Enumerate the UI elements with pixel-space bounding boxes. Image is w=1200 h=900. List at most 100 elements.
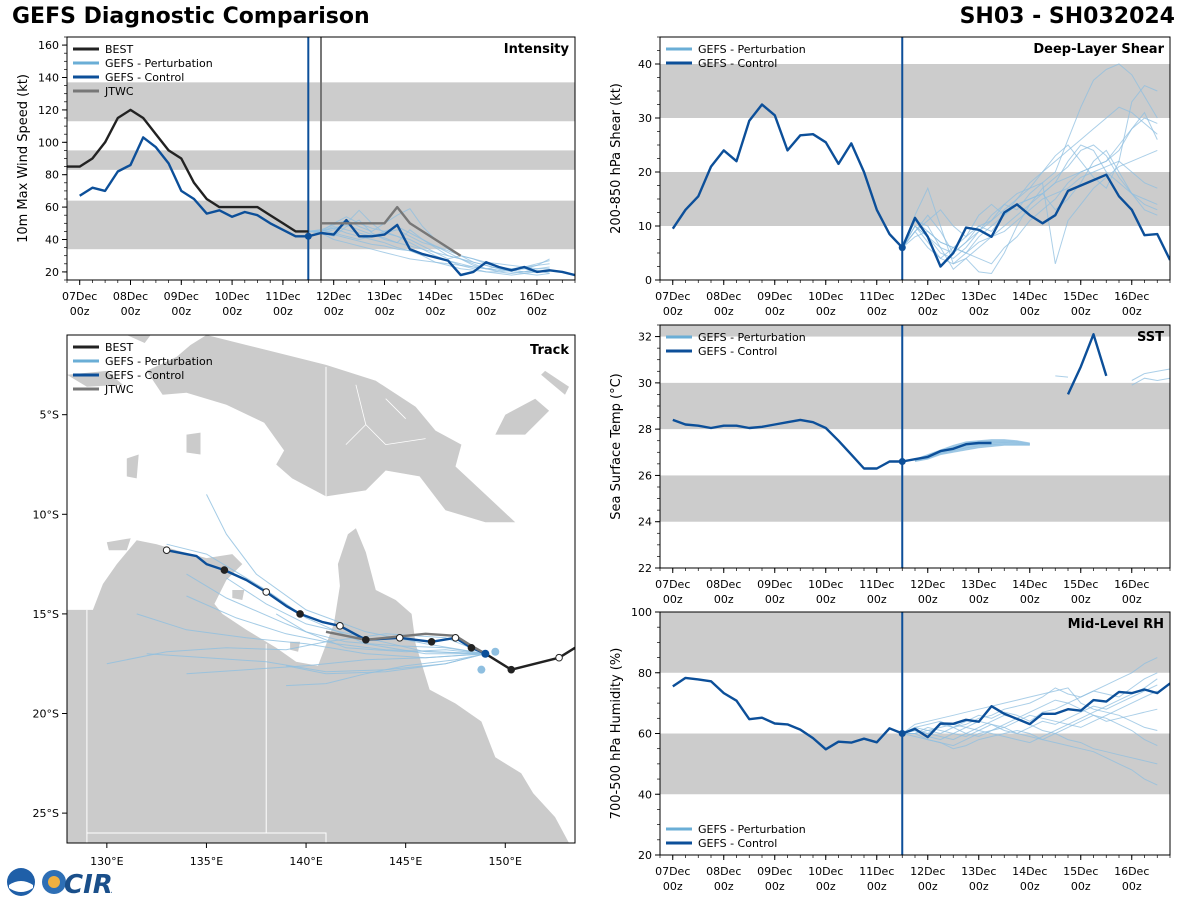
melville-land <box>106 538 131 551</box>
x-tick-label: 08Dec <box>113 290 148 303</box>
y-tick-label: 100 <box>38 136 59 149</box>
shaded-band <box>660 382 1170 430</box>
plot-area <box>67 37 575 280</box>
new-ireland-land <box>541 370 569 395</box>
x-tick-label: 130°E <box>90 855 123 868</box>
perturbation-track <box>286 653 486 675</box>
best-track <box>484 646 575 671</box>
x-tick-label: 08Dec <box>706 578 741 591</box>
x-tick-label: 14Dec <box>1012 578 1047 591</box>
y-tick-label: 10°S <box>33 508 59 521</box>
y-tick-label: 22 <box>638 562 652 575</box>
perturbation-line <box>914 443 1030 462</box>
x-tick-label: 00z <box>1122 305 1142 318</box>
y-tick-label: 10 <box>638 220 652 233</box>
x-tick-label: 10Dec <box>808 290 843 303</box>
x-tick-label: 00z <box>1020 593 1040 606</box>
province-line <box>355 384 426 446</box>
y-tick-label: 5°S <box>40 409 59 422</box>
x-tick-label: 00z <box>663 880 683 893</box>
jtwc-series-line <box>321 205 462 257</box>
y-tick-label: 32 <box>638 331 652 344</box>
shear-chart: 0 10 20 30 40 07Dec 00z 08Dec 00z 09Dec 00z 10Dec 00… <box>609 36 1171 318</box>
aru-land <box>186 432 201 455</box>
init-marker <box>898 244 906 252</box>
x-tick-label: 00z <box>527 305 547 318</box>
chart-title: Intensity <box>504 42 570 57</box>
x-tick-label: 00z <box>663 593 683 606</box>
perturbation-line <box>902 729 1158 786</box>
x-tick-label: 00z <box>375 305 395 318</box>
perturbation-line <box>901 106 1158 248</box>
x-tick-label: 16Dec <box>1114 865 1149 878</box>
y-axis-label: 10m Max Wind Speed (kt) <box>16 74 31 243</box>
x-tick-label: 00z <box>918 593 938 606</box>
perturbation-endpoint <box>477 665 486 674</box>
y-axis-label: 200-850 hPa Shear (kt) <box>609 83 624 234</box>
perturbation-line <box>902 678 1158 744</box>
gefs-control-series-line <box>1066 333 1108 395</box>
x-tick-label: 135°E <box>190 855 223 868</box>
perturbation-line <box>901 160 1158 265</box>
legend-entry: GEFS - Control <box>105 369 184 382</box>
x-tick-label: 00z <box>714 880 734 893</box>
tanimbar-land <box>126 454 139 479</box>
x-tick-label: 10Dec <box>808 865 843 878</box>
x-tick-label: 00z <box>1071 593 1091 606</box>
x-tick-label: 00z <box>816 880 836 893</box>
y-tick-label: 40 <box>45 234 59 247</box>
cira-logo: CIRA <box>7 868 112 898</box>
x-tick-label: 00z <box>918 305 938 318</box>
init-position-marker <box>481 649 490 658</box>
track-marker <box>296 610 304 618</box>
legend-entry: GEFS - Perturbation <box>698 331 806 344</box>
map-area <box>67 335 575 843</box>
x-tick-label: 00z <box>918 880 938 893</box>
perturbation-line <box>901 149 1158 264</box>
x-tick-label: 16Dec <box>1114 290 1149 303</box>
x-tick-label: 00z <box>273 305 293 318</box>
x-tick-label: 00z <box>324 305 344 318</box>
y-tick-label: 40 <box>638 788 652 801</box>
gefs-control-track <box>166 549 486 655</box>
jtwc-track <box>325 630 486 655</box>
new-guinea-land <box>146 335 516 523</box>
perturbation-line <box>308 224 550 276</box>
legend-entry: BEST <box>105 43 133 56</box>
perturbation-line <box>1131 368 1170 381</box>
perturbation-line <box>1055 375 1069 378</box>
x-tick-label: 00z <box>70 305 90 318</box>
perturbation-line <box>901 149 1158 275</box>
y-tick-label: 25°S <box>33 807 59 820</box>
x-tick-label: 00z <box>765 880 785 893</box>
x-tick-label: 16Dec <box>519 290 554 303</box>
perturbation-track <box>136 613 486 659</box>
x-tick-label: 00z <box>1020 305 1040 318</box>
shaded-band <box>660 64 1170 118</box>
x-tick-label: 00z <box>816 593 836 606</box>
legend-entry: GEFS - Perturbation <box>698 823 806 836</box>
x-tick-label: 00z <box>425 305 445 318</box>
x-tick-label: 12Dec <box>910 290 945 303</box>
x-tick-label: 10Dec <box>214 290 249 303</box>
init-marker <box>304 232 312 240</box>
perturbation-track <box>166 543 486 655</box>
y-tick-label: 40 <box>638 58 652 71</box>
plot-area <box>660 325 1170 568</box>
gefs-control-series-line <box>672 676 1170 751</box>
track-marker <box>362 636 370 644</box>
chart-title: Deep-Layer Shear <box>1033 42 1164 57</box>
mornington-land <box>290 641 301 652</box>
x-tick-label: 10Dec <box>808 578 843 591</box>
track-marker <box>555 653 563 662</box>
perturbation-track <box>106 633 486 665</box>
x-tick-label: 15Dec <box>1063 578 1098 591</box>
x-tick-label: 00z <box>121 305 141 318</box>
shaded-band <box>660 325 1170 337</box>
x-tick-label: 13Dec <box>961 865 996 878</box>
x-tick-label: 09Dec <box>757 865 792 878</box>
legend-entry: JTWC <box>104 383 134 396</box>
legend-entry: GEFS - Perturbation <box>105 57 213 70</box>
x-tick-label: 00z <box>171 305 191 318</box>
x-tick-label: 14Dec <box>1012 290 1047 303</box>
